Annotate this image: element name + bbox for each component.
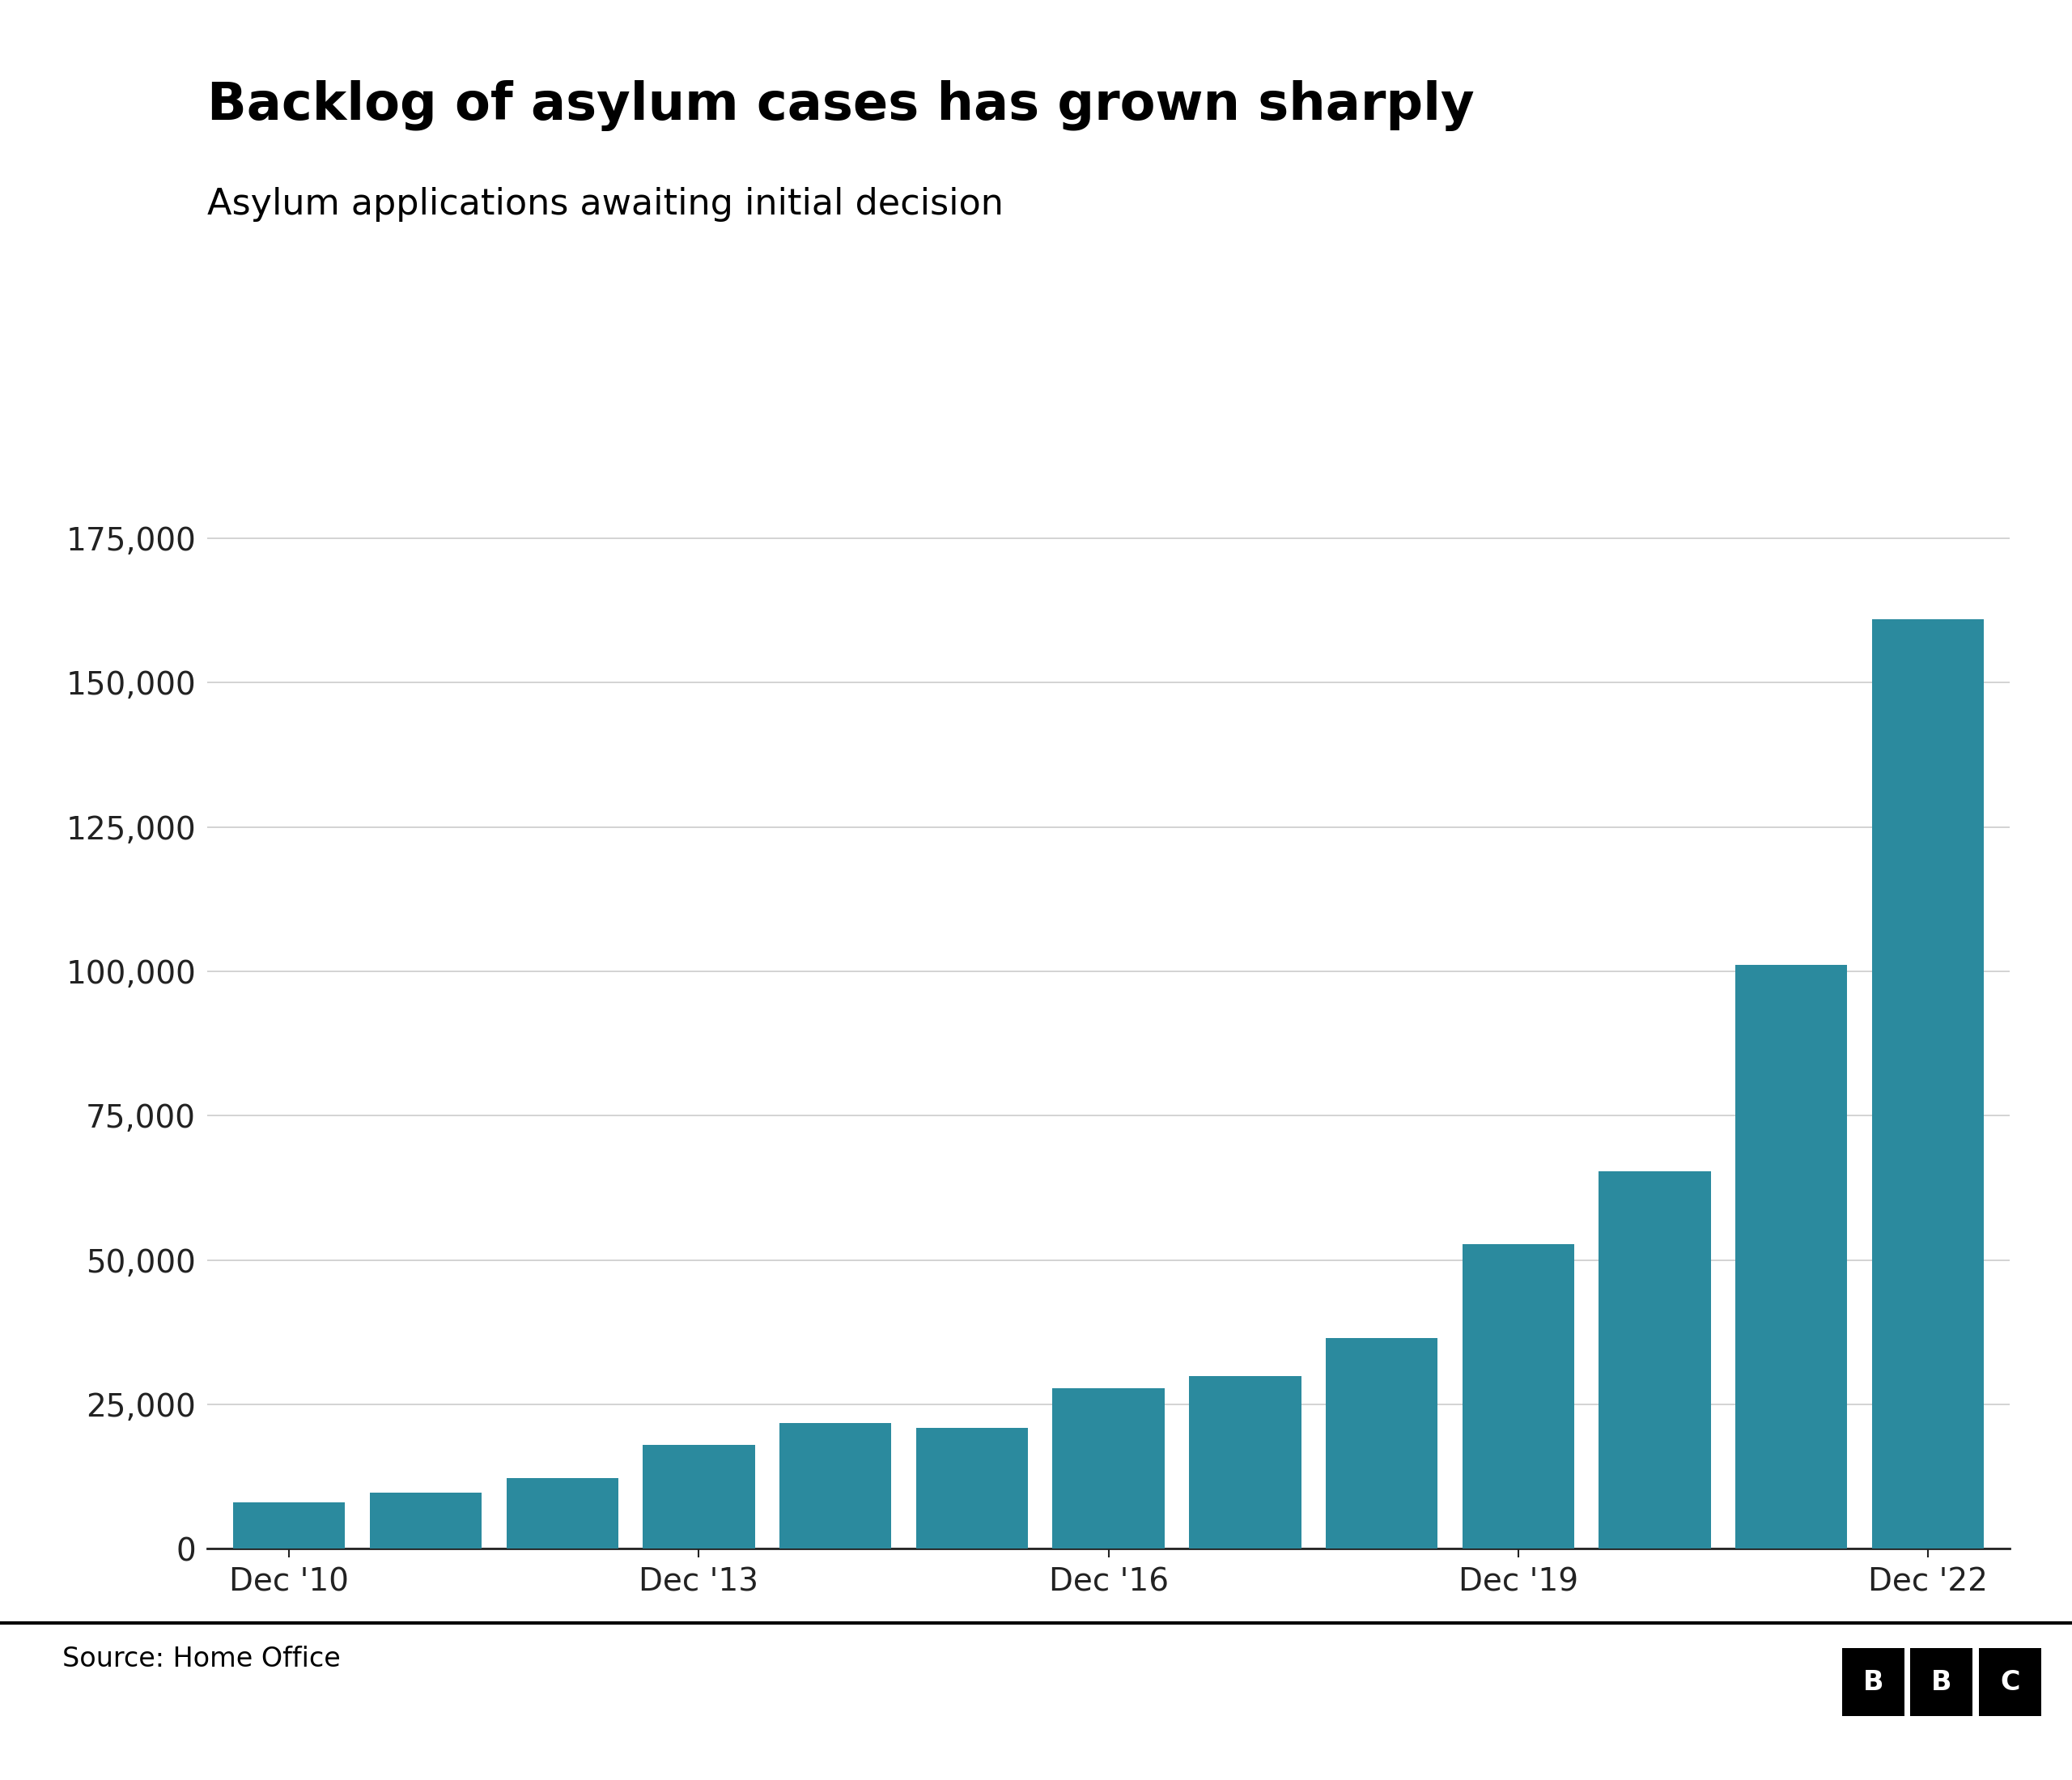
Text: Asylum applications awaiting initial decision: Asylum applications awaiting initial dec… [207,187,1003,222]
Text: C: C [1999,1668,2020,1696]
Bar [1053,1388,1164,1549]
Text: B: B [1863,1668,1883,1696]
Bar [916,1428,1028,1549]
Bar [642,1445,754,1549]
Bar [1736,965,1848,1549]
Bar [1326,1339,1438,1549]
Bar [779,1422,891,1549]
Bar [1600,1171,1711,1549]
Text: B: B [1931,1668,1952,1696]
Bar [1189,1376,1301,1549]
Bar [369,1493,481,1549]
Bar [1871,619,1983,1549]
Bar [234,1502,346,1549]
Bar [1463,1244,1575,1549]
Bar [506,1477,617,1549]
Text: Source: Home Office: Source: Home Office [62,1645,340,1673]
Text: Backlog of asylum cases has grown sharply: Backlog of asylum cases has grown sharpl… [207,80,1475,132]
